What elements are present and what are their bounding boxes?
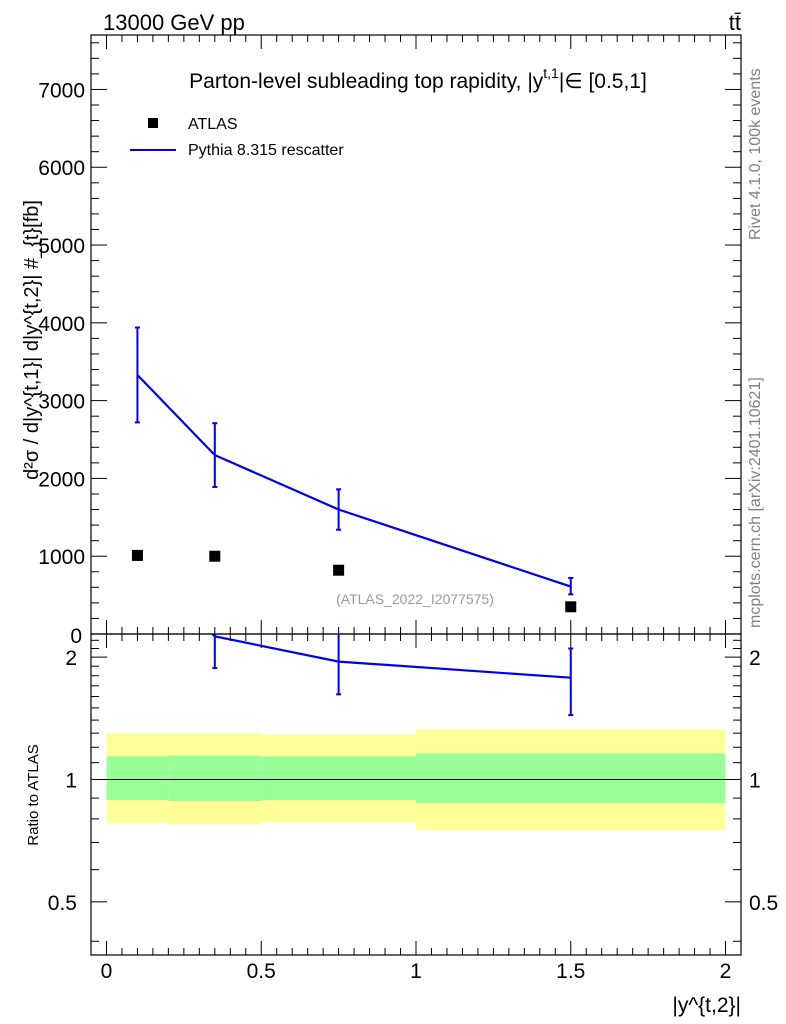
ratio-ytick-label-right: 2	[749, 647, 761, 670]
title-suffix: |∈ [0.5,1]	[559, 70, 647, 93]
xtick-label: 0	[101, 960, 113, 983]
main-data-layer	[131, 326, 577, 613]
legend-atlas-label: ATLAS	[188, 116, 238, 133]
main-ytick-label: 4000	[38, 313, 85, 336]
ratio-ylabel: Ratio to ATLAS	[25, 744, 42, 845]
ratio-data-layer	[210, 634, 574, 717]
ratio-ytick-label-right: 0.5	[749, 892, 778, 915]
energy-label: 13000 GeV pp	[103, 10, 245, 35]
ratio-band-green	[168, 755, 262, 802]
xtick-label: 2	[720, 960, 732, 983]
ratio-bands	[91, 729, 741, 831]
process-label: tt̄	[729, 10, 741, 35]
main-ylabel: d²σ / d|y^{t,1}| d|y^{t,2}| #_{t}[fb]	[21, 200, 43, 480]
main-chart-title: Parton-level subleading top rapidity, |y…	[189, 65, 647, 93]
main-ytick-label: 2000	[38, 468, 85, 491]
atlas-data-point	[209, 550, 221, 562]
analysis-watermark: (ATLAS_2022_I2077575)	[336, 591, 494, 607]
ratio-band-green	[261, 756, 416, 801]
legend-atlas-marker	[148, 118, 158, 128]
title-superscript: t,1	[543, 65, 559, 81]
main-ytick-label: 5000	[38, 235, 85, 258]
ratio-pythia-line	[210, 634, 571, 679]
legend-pythia-label: Pythia 8.315 rescatter	[188, 142, 344, 159]
ratio-ytick-label-left: 0.5	[48, 892, 77, 915]
main-ytick-label: 0	[70, 625, 82, 648]
ratio-band-green	[106, 756, 169, 801]
title-text: Parton-level subleading top rapidity, |y	[189, 70, 544, 93]
atlas-data-point	[131, 549, 143, 561]
ratio-axis-ticks: 0.5 0.5 1 1 2 2 0 0.5 1 1.5 2	[48, 634, 778, 983]
ratio-band-green	[416, 753, 726, 804]
ratio-ytick-label-left: 1	[65, 769, 77, 792]
xtick-label: 1	[410, 960, 422, 983]
rivet-label: Rivet 4.1.0, 100k events	[747, 68, 764, 240]
mcplots-label: mcplots.cern.ch [arXiv:2401.10621]	[747, 377, 764, 628]
pythia-line	[136, 374, 572, 588]
atlas-data-point	[565, 601, 577, 613]
ratio-ytick-label-right: 1	[749, 769, 761, 792]
main-ytick-label: 6000	[38, 157, 85, 180]
main-ytick-label: 7000	[38, 79, 85, 102]
xlabel: |y^{t,2}|	[672, 994, 741, 1017]
main-axis-ticks: 1000 2000 3000 4000 5000 6000 7000 0	[38, 35, 741, 648]
atlas-data-point	[333, 564, 345, 576]
main-ytick-label: 1000	[38, 546, 85, 569]
ratio-ytick-label-left: 2	[65, 647, 77, 670]
xtick-label: 1.5	[556, 960, 585, 983]
main-ytick-label: 3000	[38, 391, 85, 414]
xtick-label: 0.5	[247, 960, 276, 983]
